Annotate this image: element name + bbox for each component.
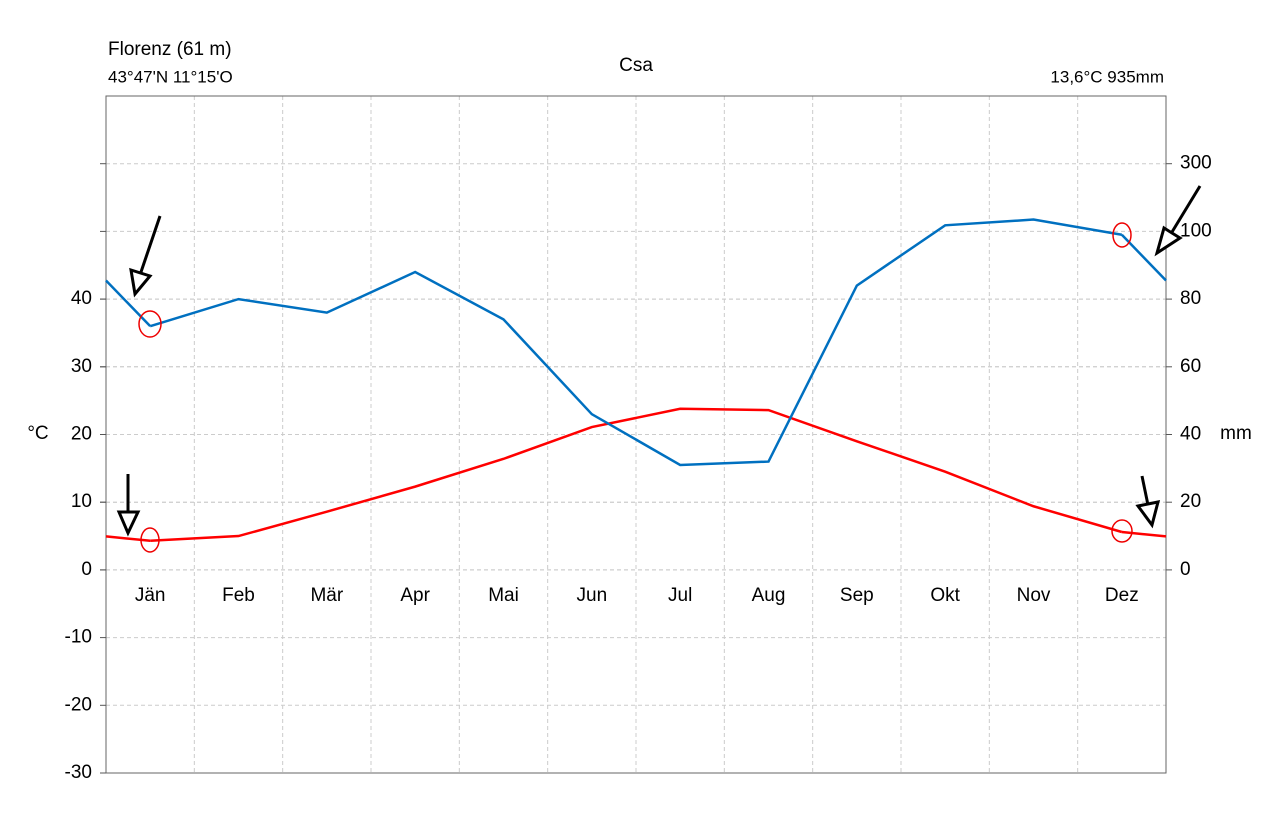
x-tick-label: Apr [400,585,430,606]
arrow-head [116,510,141,537]
y2-tick-label: 80 [1180,288,1201,309]
x-tick-label: Dez [1105,585,1139,606]
y2-tick-label: 40 [1180,424,1201,445]
y2-tick-label: 20 [1180,491,1201,512]
x-tick-label: Mär [310,585,343,606]
y-tick-label: 40 [71,288,92,309]
x-tick-label: Nov [1017,585,1051,606]
highlight-circle [140,527,160,553]
line-wrap [105,279,152,328]
arrow [139,215,162,273]
x-tick-label: Jul [668,585,692,606]
chart-subtitle: 43°47'N 11°15'O [108,67,233,86]
x-tick-label: Sep [840,585,874,606]
x-tick-label: Jän [135,585,166,606]
data-line [150,407,1123,543]
x-tick-label: Aug [752,585,786,606]
y-axis-label: °C [27,423,48,444]
highlight-circle [1112,222,1132,248]
y-tick-label: 0 [81,559,92,580]
y-tick-label: -30 [65,762,92,783]
arrow-head [1135,500,1161,529]
arrow-head [1154,225,1183,257]
y-tick-label: -10 [65,627,92,648]
climate-class: Csa [619,55,653,76]
chart-title: Florenz (61 m) [108,39,232,60]
x-tick-label: Okt [930,585,960,606]
x-tick-label: Mai [488,585,519,606]
line-wrap [105,535,151,543]
x-tick-label: Jun [577,585,608,606]
highlight-circle [1111,519,1133,543]
arrows [116,185,1202,537]
y-tick-label: 20 [71,424,92,445]
y-tick-label: -20 [65,694,92,715]
y2-tick-label: 0 [1180,559,1191,580]
y2-tick-label: 60 [1180,356,1201,377]
data-line [149,218,1123,467]
highlight-circle [138,310,162,338]
y2-tick-label: 300 [1180,153,1212,174]
x-tick-label: Feb [222,585,255,606]
y-tick-label: 10 [71,491,92,512]
line-wrap [1121,530,1167,538]
y2-tick-label: 100 [1180,220,1212,241]
arrow [1140,475,1150,506]
y-tick-label: 30 [71,356,92,377]
arrow [1170,185,1202,233]
y2-axis-label: mm [1220,423,1252,444]
annual-summary: 13,6°C 935mm [1050,67,1164,86]
arrow-head [129,267,153,298]
annotations [116,185,1202,553]
